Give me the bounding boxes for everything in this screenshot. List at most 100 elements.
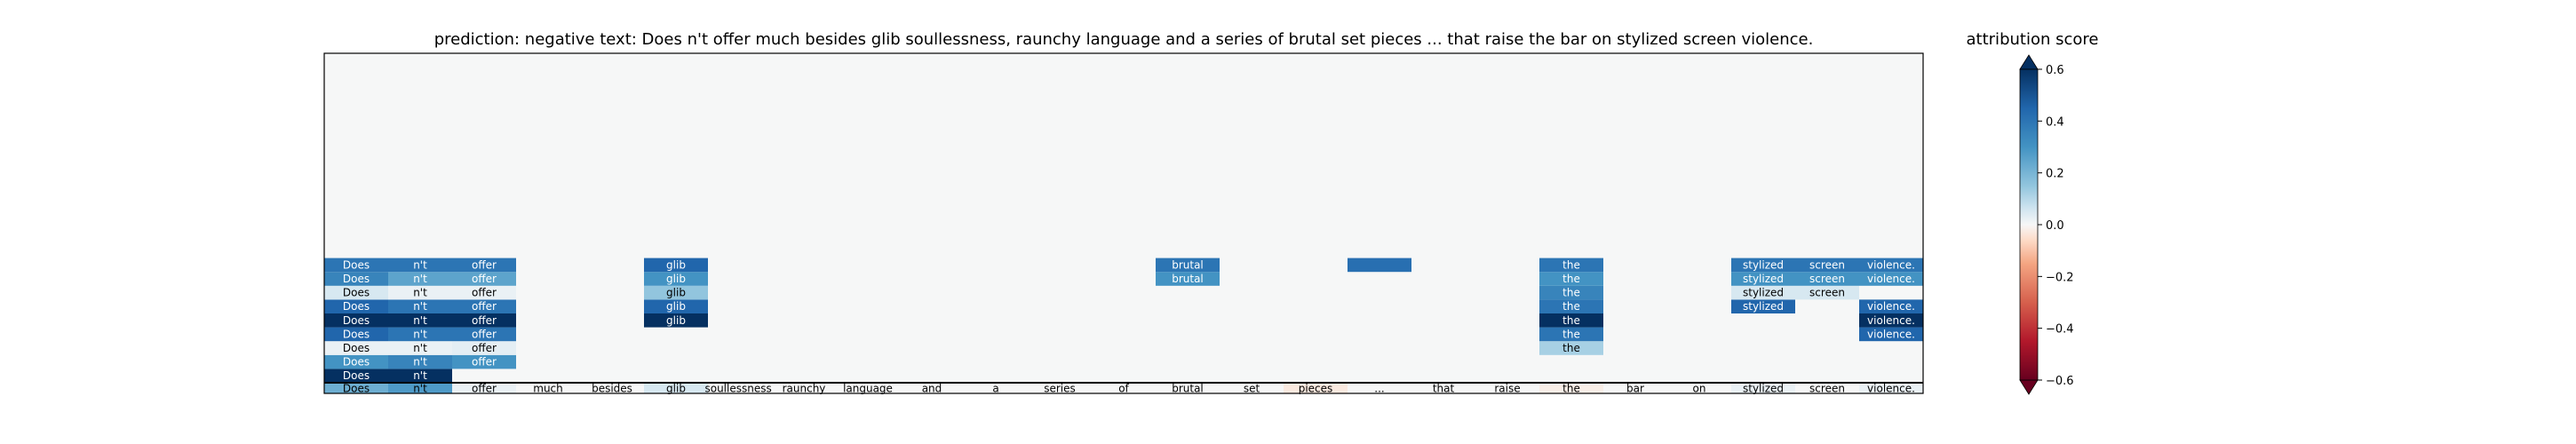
heatmap-cell-label: Does xyxy=(343,314,370,327)
token-cell xyxy=(1092,383,1156,393)
heatmap-cell-label: n't xyxy=(413,287,427,299)
heatmap-cell xyxy=(1795,285,1859,300)
heatmap-cell xyxy=(1795,258,1859,273)
token-label: of xyxy=(1118,383,1129,395)
heatmap-cell xyxy=(1539,272,1603,286)
heatmap-area: Does n't Does n't offer Does n't offer the Does n'… xyxy=(324,53,1923,393)
plot-background xyxy=(324,53,1923,393)
token-label: set xyxy=(1244,383,1260,395)
heatmap-cell xyxy=(452,258,516,273)
heatmap-cell-label: offer xyxy=(472,300,497,313)
colorbar-tick-label: −0.2 xyxy=(2046,271,2074,284)
heatmap-cell xyxy=(388,299,452,313)
heatmap-cell-label: stylized xyxy=(1743,273,1784,285)
token-cell xyxy=(1475,383,1539,393)
heatmap-cell-label: Does xyxy=(343,258,370,271)
heatmap-cell-label: Does xyxy=(343,369,370,382)
heatmap-cell xyxy=(1859,272,1923,286)
heatmap-cell-label: Does xyxy=(343,328,370,340)
heatmap-cell xyxy=(644,285,708,300)
heatmap-cell xyxy=(388,354,452,369)
heatmap-cell xyxy=(324,354,388,369)
heatmap-cell xyxy=(324,272,388,286)
heatmap-cell-label: n't xyxy=(413,356,427,369)
heatmap-cell-label: Does xyxy=(343,356,370,369)
heatmap-cell xyxy=(452,327,516,342)
heatmap-cell xyxy=(452,354,516,369)
heatmap-cell xyxy=(452,313,516,328)
heatmap-cell xyxy=(1348,258,1411,273)
colorbar-max-extend-arrow xyxy=(2019,54,2039,70)
heatmap-cell xyxy=(1859,327,1923,342)
token-cell xyxy=(452,383,516,393)
heatmap-cell xyxy=(1539,327,1603,342)
heatmap-cell-label: glib xyxy=(666,314,686,327)
token-label: that xyxy=(1433,383,1455,395)
heatmap-cell-label: offer xyxy=(472,314,497,327)
token-cell xyxy=(324,383,388,393)
heatmap-cell-label: stylized xyxy=(1743,300,1784,313)
heatmap-cell-label: offer xyxy=(472,258,497,271)
token-cell xyxy=(1539,383,1603,393)
heatmap-cell xyxy=(324,285,388,300)
heatmap-cell-label: the xyxy=(1562,314,1580,327)
heatmap-cell-label: glib xyxy=(666,300,686,313)
heatmap-cell xyxy=(1795,272,1859,286)
heatmap-cell-label: screen xyxy=(1809,287,1845,299)
heatmap-cell xyxy=(644,272,708,286)
heatmap-cell-label: the xyxy=(1562,273,1580,285)
heatmap-cell-label: n't xyxy=(413,369,427,382)
heatmap-cell-label: Does xyxy=(343,287,370,299)
heatmap-cell-label: n't xyxy=(413,300,427,313)
heatmap-cell xyxy=(324,313,388,328)
token-cell xyxy=(772,383,836,393)
heatmap-cell xyxy=(324,299,388,313)
heatmap-cell xyxy=(452,285,516,300)
heatmap-cell-label: Does xyxy=(343,300,370,313)
heatmap-cell-label: n't xyxy=(413,342,427,354)
colorbar-gradient xyxy=(2019,68,2039,381)
heatmap-cell-label: offer xyxy=(472,287,497,299)
token-cell xyxy=(1220,383,1284,393)
token-label: screen xyxy=(1809,383,1845,395)
heatmap-cell-label: offer xyxy=(472,356,497,369)
heatmap-cell-label: stylized xyxy=(1743,287,1784,299)
colorbar-tick-label: −0.4 xyxy=(2046,323,2074,337)
heatmap-cell xyxy=(1731,258,1795,273)
token-label: a xyxy=(992,383,998,395)
heatmap-cell xyxy=(388,327,452,342)
heatmap-cell xyxy=(388,272,452,286)
heatmap-cell-label: the xyxy=(1562,258,1580,271)
heatmap-cell xyxy=(324,369,388,383)
token-cell xyxy=(1156,383,1220,393)
token-cell xyxy=(644,383,708,393)
colorbar: 0.6 0.4 0.2 0.0 −0.2 −0.4 −0.6 xyxy=(2019,54,2074,395)
heatmap-cell-label: violence. xyxy=(1867,258,1915,271)
token-cell xyxy=(580,383,644,393)
token-label: violence. xyxy=(1867,383,1915,395)
heatmap-cell-label: screen xyxy=(1809,273,1845,285)
heatmap-cell-label: violence. xyxy=(1867,328,1915,340)
heatmap-cell-label: offer xyxy=(472,273,497,285)
plot-frame xyxy=(323,52,1924,394)
heatmap-cell-label: stylized xyxy=(1743,258,1784,271)
token-label: ... xyxy=(1374,383,1384,395)
heatmap-cell-label: n't xyxy=(413,258,427,271)
token-label: glib xyxy=(666,383,686,395)
colorbar-label: attribution score xyxy=(1967,30,2099,49)
heatmap-cell xyxy=(1859,299,1923,313)
heatmap-cell xyxy=(1859,313,1923,328)
token-cell xyxy=(1028,383,1092,393)
heatmap-cell-label: n't xyxy=(413,273,427,285)
heatmap-cell-label: offer xyxy=(472,328,497,340)
token-label: on xyxy=(1693,383,1706,395)
heatmap-cell xyxy=(388,341,452,355)
heatmap-cell xyxy=(1156,272,1220,286)
token-label: bar xyxy=(1626,383,1644,395)
token-label: besides xyxy=(592,383,632,395)
heatmap-cell xyxy=(644,313,708,328)
heatmap-cell-label: offer xyxy=(472,342,497,354)
token-label: stylized xyxy=(1743,383,1784,395)
colorbar-min-extend-arrow xyxy=(2019,379,2039,395)
